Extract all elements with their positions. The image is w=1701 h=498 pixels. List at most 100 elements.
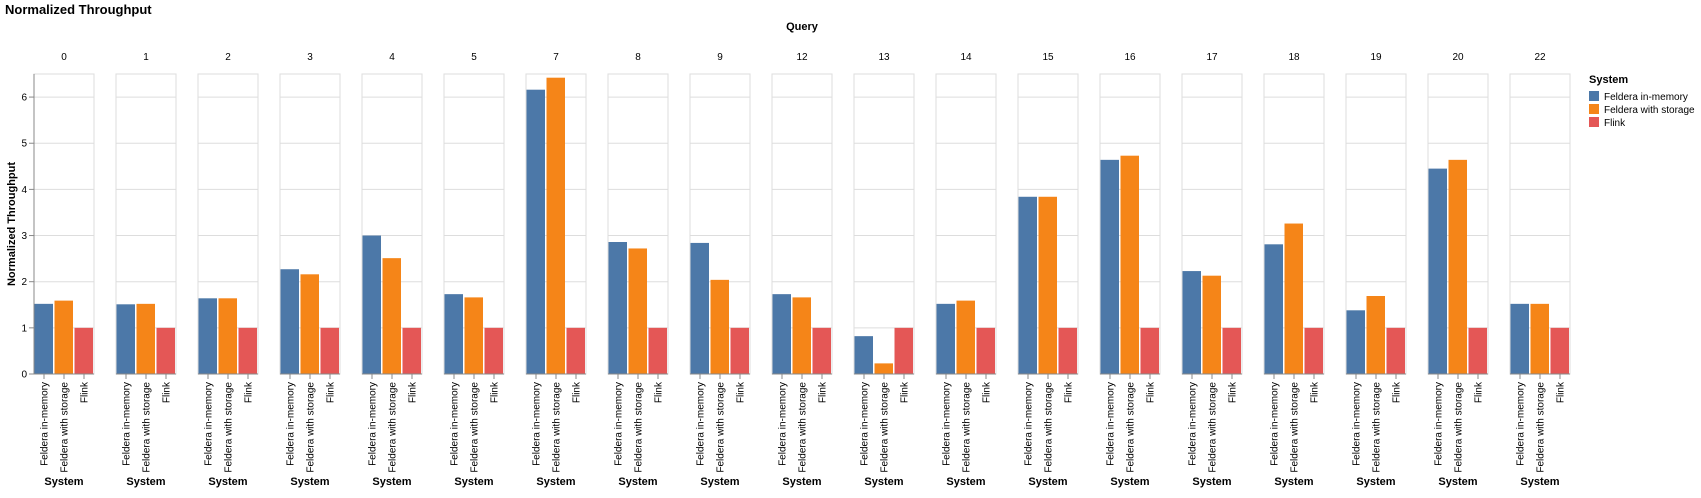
x-axis-title: System [1192, 476, 1231, 488]
bar [730, 327, 749, 374]
facet-label: 20 [1452, 52, 1464, 63]
bar [546, 77, 565, 374]
x-axis-title: System [536, 476, 575, 488]
x-tick-label: Feldera with storage [306, 382, 317, 473]
x-tick-label: Feldera with storage [962, 382, 973, 473]
facet-label: 18 [1288, 52, 1300, 63]
y-tick-label: 0 [21, 370, 27, 381]
bar [956, 300, 975, 374]
bar [1366, 296, 1385, 374]
x-tick-label: Flink [1392, 381, 1403, 403]
x-tick-label: Feldera with storage [552, 382, 563, 473]
bar [1346, 310, 1365, 374]
bar [444, 294, 463, 374]
x-tick-label: Feldera in-memory [1434, 382, 1445, 466]
bar [1100, 159, 1119, 374]
x-tick-label: Feldera in-memory [614, 382, 625, 466]
x-tick-label: Flink [1228, 381, 1239, 403]
x-tick-label: Feldera with storage [470, 382, 481, 473]
x-tick-label: Feldera with storage [1536, 382, 1547, 473]
bar [1222, 327, 1241, 374]
bar [1018, 196, 1037, 374]
bar [1182, 271, 1201, 374]
bar [362, 235, 381, 374]
y-tick-label: 1 [21, 323, 27, 334]
x-tick-label: Feldera with storage [1044, 382, 1055, 473]
legend-swatch [1589, 91, 1599, 101]
chart-title: Normalized Throughput [5, 2, 152, 17]
x-tick-label: Flink [900, 381, 911, 403]
facet-label: 13 [878, 52, 890, 63]
x-tick-label: Feldera in-memory [1106, 382, 1117, 466]
bar [464, 297, 483, 374]
x-tick-label: Flink [490, 381, 501, 403]
bar [648, 327, 667, 374]
x-axis-title: System [290, 476, 329, 488]
facet-label: 1 [143, 52, 149, 63]
bar [402, 327, 421, 374]
x-axis-title: System [208, 476, 247, 488]
facet-label: 12 [796, 52, 808, 63]
bar [1510, 303, 1529, 374]
x-tick-label: Feldera in-memory [204, 382, 215, 466]
x-tick-label: Feldera in-memory [286, 382, 297, 466]
y-tick-label: 4 [21, 185, 27, 196]
legend-label: Feldera with storage [1604, 105, 1695, 116]
bar [320, 327, 339, 374]
bar [1140, 327, 1159, 374]
x-tick-label: Feldera in-memory [532, 382, 543, 466]
bar [792, 297, 811, 374]
bar [54, 300, 73, 374]
bar [382, 258, 401, 374]
x-tick-label: Flink [244, 381, 255, 403]
x-tick-label: Feldera with storage [1454, 382, 1465, 473]
facet-label: 4 [389, 52, 395, 63]
facet-label: 17 [1206, 52, 1218, 63]
y-tick-label: 6 [21, 93, 27, 104]
x-axis-title: System [782, 476, 821, 488]
bar [936, 303, 955, 374]
legend-label: Feldera in-memory [1604, 92, 1688, 103]
x-tick-label: Flink [1064, 381, 1075, 403]
bar [136, 303, 155, 374]
bar [1304, 327, 1323, 374]
y-axis-title: Normalized Throughput [6, 162, 18, 286]
bar [628, 248, 647, 374]
facet-label: 14 [960, 52, 972, 63]
bar [690, 242, 709, 374]
x-axis-title: System [372, 476, 411, 488]
bar [1284, 223, 1303, 374]
facet-label: 15 [1042, 52, 1054, 63]
bar [1058, 327, 1077, 374]
x-tick-label: Feldera in-memory [942, 382, 953, 466]
x-tick-label: Flink [818, 381, 829, 403]
bar [1386, 327, 1405, 374]
x-tick-label: Feldera in-memory [1188, 382, 1199, 466]
bar [1120, 155, 1139, 374]
x-axis-title: System [618, 476, 657, 488]
facet-label: 5 [471, 52, 477, 63]
bar [1264, 244, 1283, 374]
x-tick-label: Feldera in-memory [860, 382, 871, 466]
facet-title: Query [786, 21, 819, 33]
facet-label: 8 [635, 52, 641, 63]
x-axis-title: System [44, 476, 83, 488]
bar [894, 327, 913, 374]
x-tick-label: Feldera in-memory [450, 382, 461, 466]
facet-label: 3 [307, 52, 313, 63]
x-tick-label: Feldera in-memory [368, 382, 379, 466]
x-axis-title: System [700, 476, 739, 488]
x-tick-label: Flink [80, 381, 91, 403]
bar [74, 327, 93, 374]
bar [198, 298, 217, 374]
facet-label: 16 [1124, 52, 1136, 63]
bar [116, 304, 135, 374]
x-axis-title: System [1520, 476, 1559, 488]
x-tick-label: Flink [408, 381, 419, 403]
x-tick-label: Flink [1146, 381, 1157, 403]
x-axis-title: System [1438, 476, 1477, 488]
x-tick-label: Feldera with storage [880, 382, 891, 473]
x-tick-label: Flink [654, 381, 665, 403]
x-tick-label: Flink [572, 381, 583, 403]
